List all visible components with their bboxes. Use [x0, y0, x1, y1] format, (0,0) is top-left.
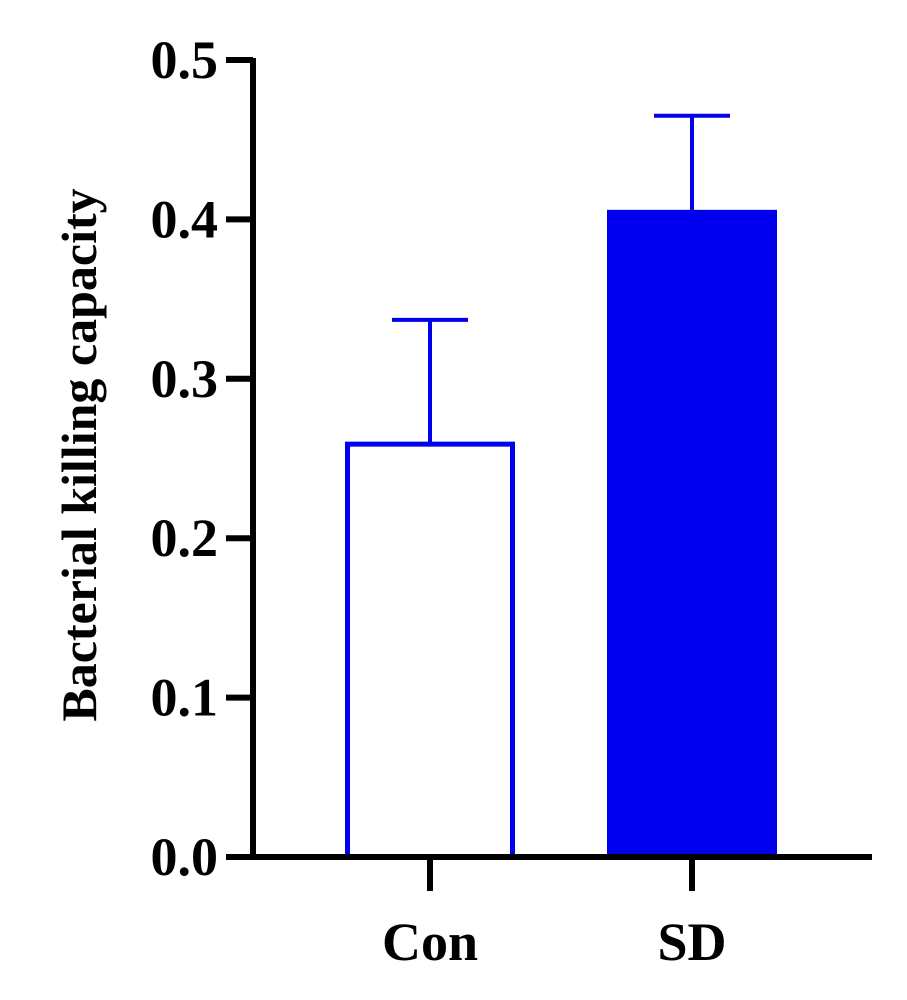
y-tick-label: 0.4: [151, 189, 219, 249]
x-tick-label: Con: [382, 912, 478, 972]
y-axis-label: Bacterial killing capacity: [51, 188, 107, 721]
y-tick-label: 0.0: [151, 827, 219, 887]
bar-con: [345, 441, 515, 860]
bar-sd: [607, 209, 777, 857]
y-tick-label: 0.2: [151, 508, 219, 568]
y-tick-label: 0.5: [151, 30, 219, 90]
y-tick-label: 0.1: [151, 668, 219, 728]
x-tick-label: SD: [657, 912, 726, 972]
y-tick-label: 0.3: [151, 349, 219, 409]
